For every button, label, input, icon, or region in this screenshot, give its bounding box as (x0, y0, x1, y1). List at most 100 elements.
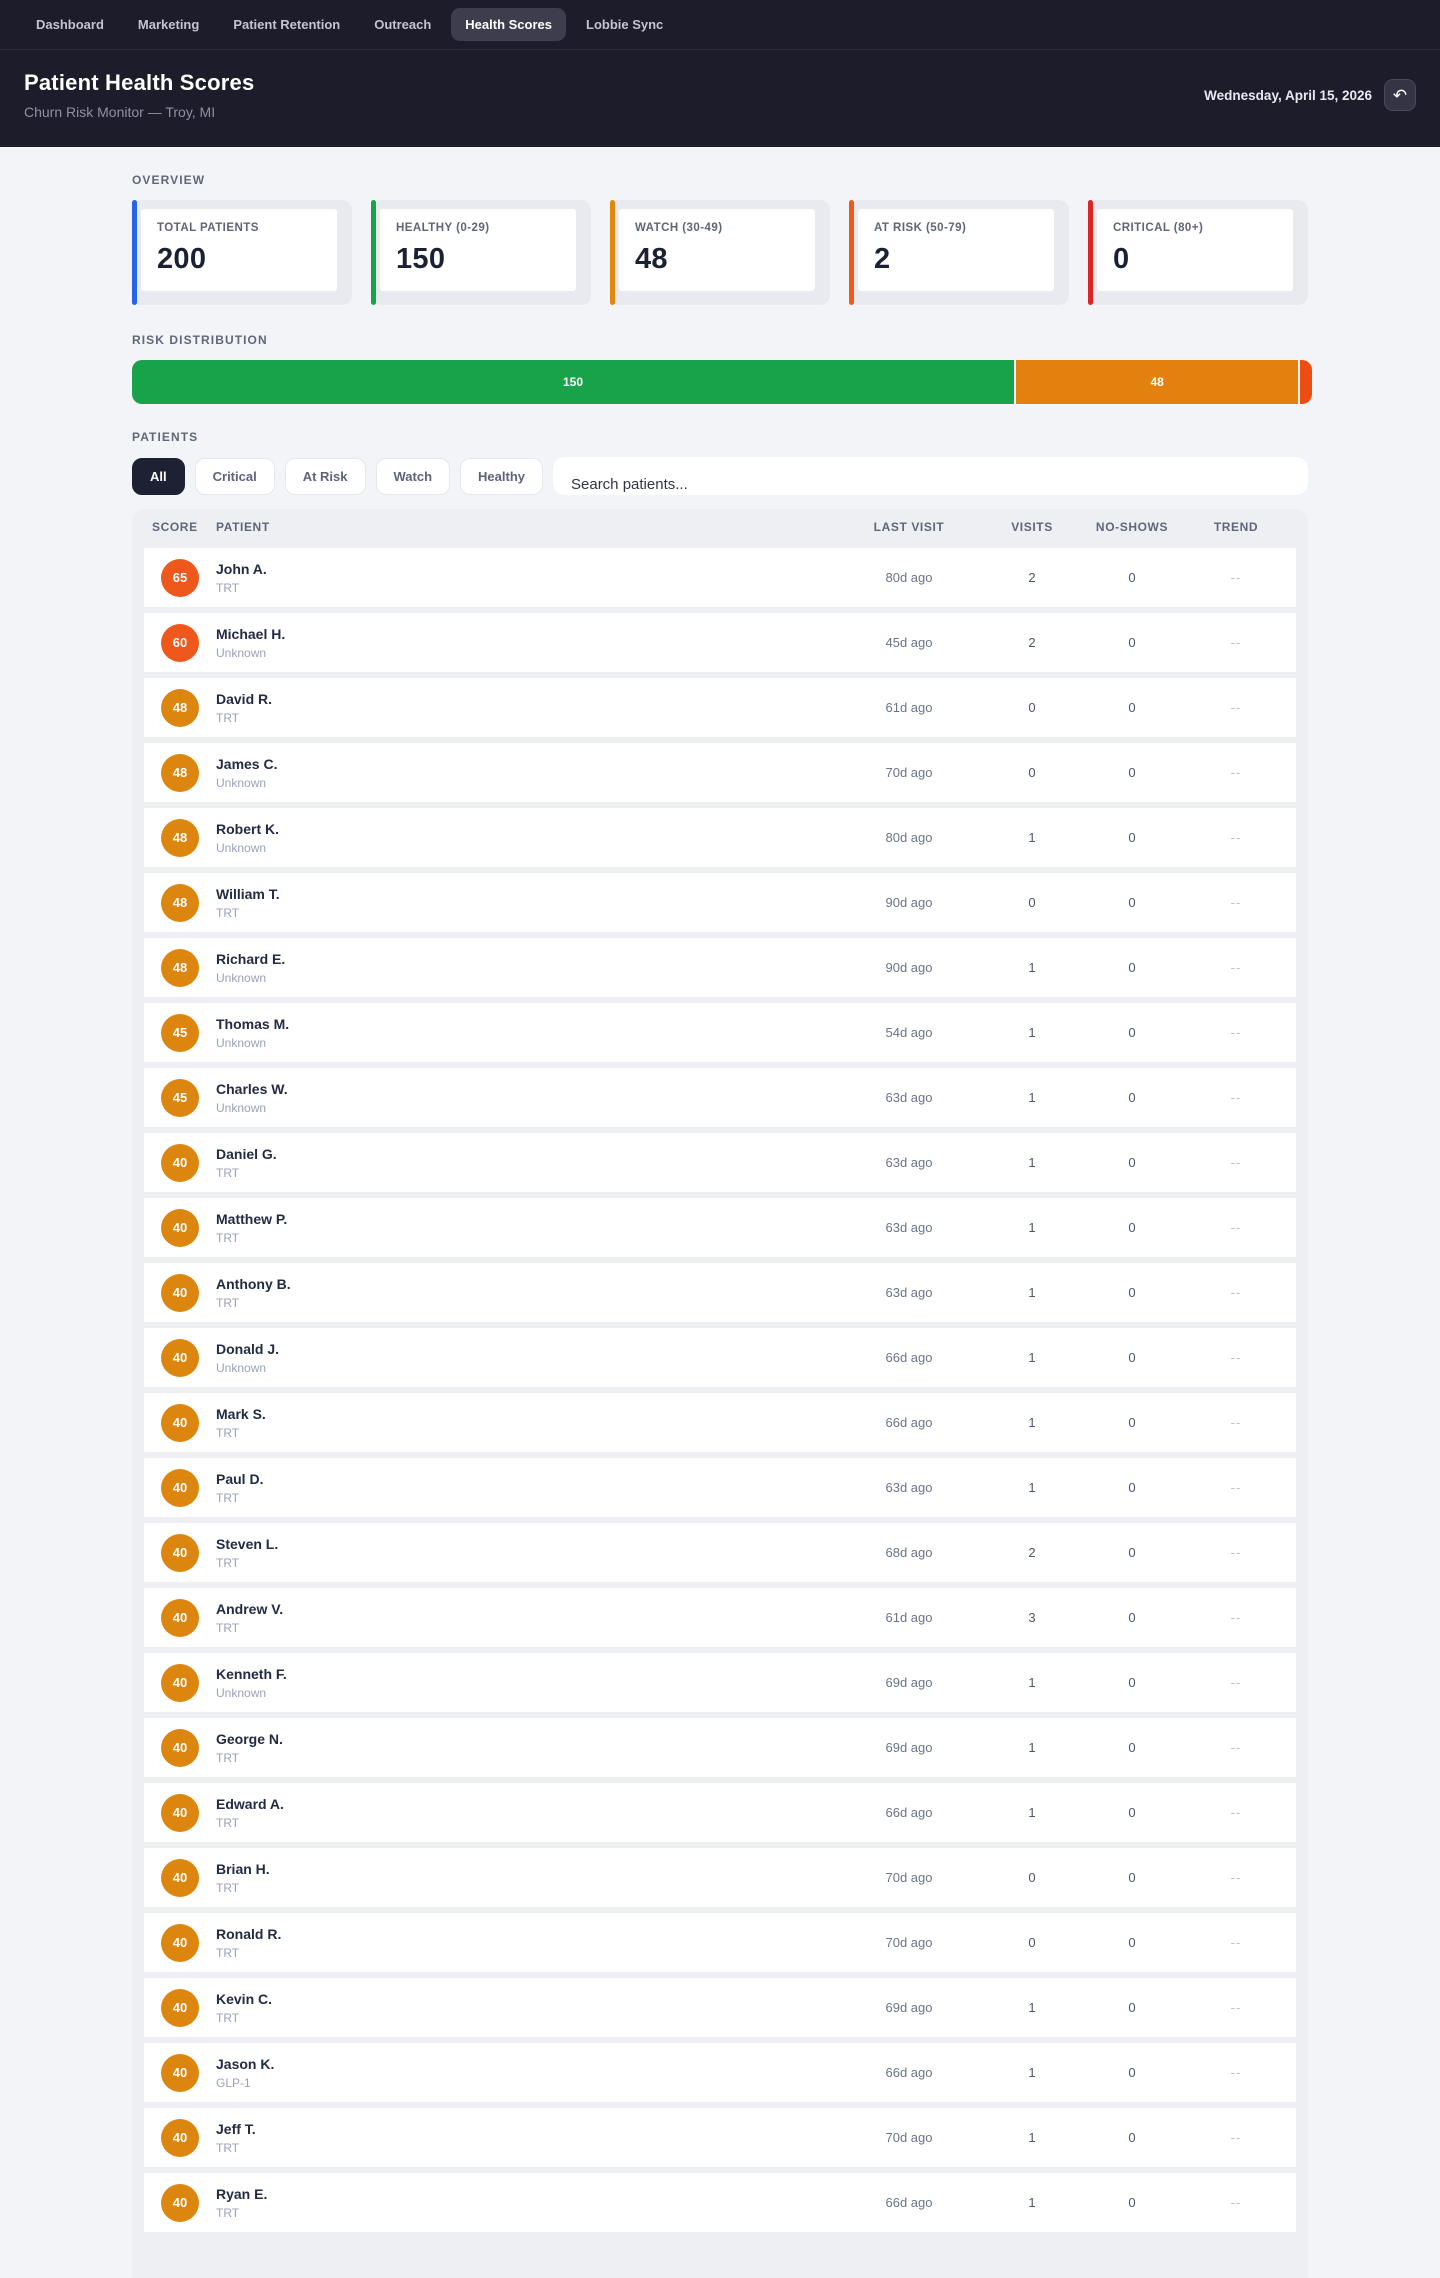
patients-section-label: PATIENTS (132, 430, 199, 444)
patient-name: John A. (216, 560, 267, 577)
last-visit-cell: 66d ago (885, 1805, 933, 1820)
patient-name: Kevin C. (216, 1990, 273, 2007)
trend-cell: -- (1230, 1740, 1242, 1755)
column-header-patient: PATIENT (216, 520, 270, 534)
patient-cell: Steven L. TRT (216, 1536, 834, 1570)
table-row[interactable]: 40 Matthew P. TRT 63d ago 1 0 -- (144, 1198, 1296, 1257)
undo-button[interactable]: ↶ (1384, 79, 1416, 111)
no-shows-cell: 0 (1128, 765, 1136, 780)
table-row[interactable]: 40 George N. TRT 69d ago 1 0 -- (144, 1718, 1296, 1777)
table-row[interactable]: 60 Michael H. Unknown 45d ago 2 0 -- (144, 613, 1296, 672)
table-row[interactable]: 48 David R. TRT 61d ago 0 0 -- (144, 678, 1296, 737)
main-content: OVERVIEW TOTAL PATIENTS 200 HEALTHY (0-29)… (132, 147, 1312, 2278)
table-row[interactable]: 40 Ronald R. TRT 70d ago 0 0 -- (144, 1913, 1296, 1972)
last-visit-cell: 63d ago (885, 1285, 933, 1300)
table-row[interactable]: 40 Edward A. TRT 66d ago 1 0 -- (144, 1783, 1296, 1842)
trend-cell: -- (1230, 570, 1242, 585)
patient-plan: TRT (216, 1490, 240, 1505)
patient-name: Donald J. (216, 1340, 280, 1357)
nav-item-dashboard[interactable]: Dashboard (36, 17, 104, 32)
table-row[interactable]: 48 William T. TRT 90d ago 0 0 -- (144, 873, 1296, 932)
score-badge: 40 (161, 2118, 199, 2157)
last-visit-cell: 61d ago (885, 700, 933, 715)
stat-card-label: WATCH (30-49) (635, 222, 723, 234)
visits-cell: 1 (1028, 1285, 1036, 1300)
patient-plan: TRT (216, 710, 240, 725)
no-shows-cell: 0 (1128, 1805, 1136, 1820)
table-row[interactable]: 40 Mark S. TRT 66d ago 1 0 -- (144, 1393, 1296, 1452)
table-row[interactable]: 48 Robert K. Unknown 80d ago 1 0 -- (144, 808, 1296, 867)
table-row[interactable]: 40 Kenneth F. Unknown 69d ago 1 0 -- (144, 1653, 1296, 1712)
nav-item-health-scores[interactable]: Health Scores (451, 8, 566, 41)
no-shows-cell: 0 (1128, 700, 1136, 715)
patient-cell: Kevin C. TRT (216, 1991, 834, 2025)
last-visit-cell: 66d ago (885, 1415, 933, 1430)
no-shows-cell: 0 (1128, 1675, 1136, 1690)
table-row[interactable]: 40 Anthony B. TRT 63d ago 1 0 -- (144, 1263, 1296, 1322)
table-row[interactable]: 40 Kevin C. TRT 69d ago 1 0 -- (144, 1978, 1296, 2037)
no-shows-cell: 0 (1128, 1155, 1136, 1170)
patient-plan: Unknown (216, 1360, 267, 1375)
stat-card-value: 2 (874, 243, 891, 275)
score-cell: 65 (152, 558, 216, 597)
search-input[interactable] (553, 457, 1308, 495)
patient-plan: TRT (216, 1880, 240, 1895)
score-badge: 40 (161, 1663, 199, 1702)
filter-chip-critical[interactable]: Critical (194, 457, 275, 495)
table-row[interactable]: 40 Steven L. TRT 68d ago 2 0 -- (144, 1523, 1296, 1582)
patient-plan: TRT (216, 1620, 240, 1635)
nav-item-outreach[interactable]: Outreach (374, 17, 432, 32)
patient-name: David R. (216, 690, 273, 707)
patient-name: Ronald R. (216, 1925, 282, 1942)
stat-card-label: AT RISK (50-79) (874, 222, 967, 234)
nav-item-patient-retention[interactable]: Patient Retention (233, 17, 341, 32)
stat-card-accent-bar (610, 200, 615, 305)
stat-card-body: AT RISK (50-79) 2 (858, 209, 1054, 291)
nav-item-marketing[interactable]: Marketing (137, 17, 200, 32)
score-badge: 40 (161, 1273, 199, 1312)
score-badge: 40 (161, 1923, 199, 1962)
no-shows-cell: 0 (1128, 2065, 1136, 2080)
visits-cell: 0 (1028, 895, 1036, 910)
score-badge: 65 (161, 558, 199, 597)
filter-chip-healthy[interactable]: Healthy (460, 457, 543, 495)
patient-cell: Edward A. TRT (216, 1796, 834, 1830)
last-visit-cell: 63d ago (885, 1480, 933, 1495)
patient-plan: TRT (216, 1815, 240, 1830)
filter-chip-all[interactable]: All (132, 457, 185, 495)
table-row[interactable]: 40 Jason K. GLP-1 66d ago 1 0 -- (144, 2043, 1296, 2102)
table-row[interactable]: 65 John A. TRT 80d ago 2 0 -- (144, 548, 1296, 607)
visits-cell: 1 (1028, 2195, 1036, 2210)
score-cell: 40 (152, 2183, 216, 2222)
filter-chip-at-risk[interactable]: At Risk (284, 457, 366, 495)
no-shows-cell: 0 (1128, 2195, 1136, 2210)
stat-card-watch-30-49-: WATCH (30-49) 48 (610, 200, 830, 305)
filter-chip-watch[interactable]: Watch (375, 457, 451, 495)
score-badge: 40 (161, 1208, 199, 1247)
table-row[interactable]: 48 James C. Unknown 70d ago 0 0 -- (144, 743, 1296, 802)
patient-cell: William T. TRT (216, 886, 834, 920)
table-row[interactable]: 40 Brian H. TRT 70d ago 0 0 -- (144, 1848, 1296, 1907)
patient-cell: Richard E. Unknown (216, 951, 834, 985)
table-row[interactable]: 40 Andrew V. TRT 61d ago 3 0 -- (144, 1588, 1296, 1647)
patient-name: Kenneth F. (216, 1665, 287, 1682)
patient-cell: Mark S. TRT (216, 1406, 834, 1440)
stat-card-body: TOTAL PATIENTS 200 (141, 209, 337, 291)
nav-item-lobbie-sync[interactable]: Lobbie Sync (586, 17, 664, 32)
table-row[interactable]: 40 Paul D. TRT 63d ago 1 0 -- (144, 1458, 1296, 1517)
table-row[interactable]: 45 Thomas M. Unknown 54d ago 1 0 -- (144, 1003, 1296, 1062)
patient-name: Daniel G. (216, 1145, 277, 1162)
patient-plan: Unknown (216, 840, 267, 855)
table-row[interactable]: 40 Donald J. Unknown 66d ago 1 0 -- (144, 1328, 1296, 1387)
table-row[interactable]: 40 Ryan E. TRT 66d ago 1 0 -- (144, 2173, 1296, 2232)
table-row[interactable]: 45 Charles W. Unknown 63d ago 1 0 -- (144, 1068, 1296, 1127)
table-row[interactable]: 48 Richard E. Unknown 90d ago 1 0 -- (144, 938, 1296, 997)
no-shows-cell: 0 (1128, 895, 1136, 910)
table-row[interactable]: 40 Daniel G. TRT 63d ago 1 0 -- (144, 1133, 1296, 1192)
table-row[interactable]: 40 Jeff T. TRT 70d ago 1 0 -- (144, 2108, 1296, 2167)
patient-name: Richard E. (216, 950, 286, 967)
distribution-segment-count: 48 (1150, 375, 1164, 389)
trend-cell: -- (1230, 1610, 1242, 1625)
score-cell: 40 (152, 1533, 216, 1572)
last-visit-cell: 90d ago (885, 895, 933, 910)
